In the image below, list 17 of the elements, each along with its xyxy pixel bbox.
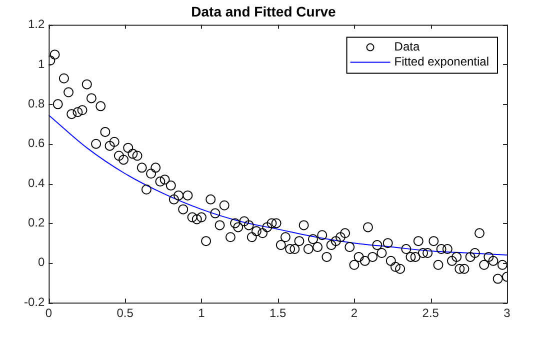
chart-title: Data and Fitted Curve bbox=[191, 3, 336, 20]
x-tick-label: 2.5 bbox=[422, 306, 440, 320]
y-tick-label: -0.2 bbox=[24, 294, 45, 309]
y-tick-label: 0.8 bbox=[28, 96, 45, 110]
y-tick-label: 0.2 bbox=[28, 216, 45, 230]
x-tick-label: 0.5 bbox=[116, 306, 134, 320]
x-tick-label: 1 bbox=[198, 306, 206, 320]
y-tick-label: 0.4 bbox=[28, 176, 45, 190]
legend-label: Fitted exponential bbox=[394, 54, 490, 69]
x-tick-label: 1.5 bbox=[269, 306, 287, 320]
y-tick-label: 1.2 bbox=[28, 17, 45, 32]
y-tick-label: 0.6 bbox=[28, 136, 45, 150]
y-tick-label: 0 bbox=[38, 255, 45, 270]
x-tick-label: 3 bbox=[504, 306, 511, 320]
legend-label: Data bbox=[394, 40, 420, 54]
y-tick-label: 1 bbox=[38, 56, 45, 71]
x-tick-label: 2 bbox=[350, 306, 358, 320]
